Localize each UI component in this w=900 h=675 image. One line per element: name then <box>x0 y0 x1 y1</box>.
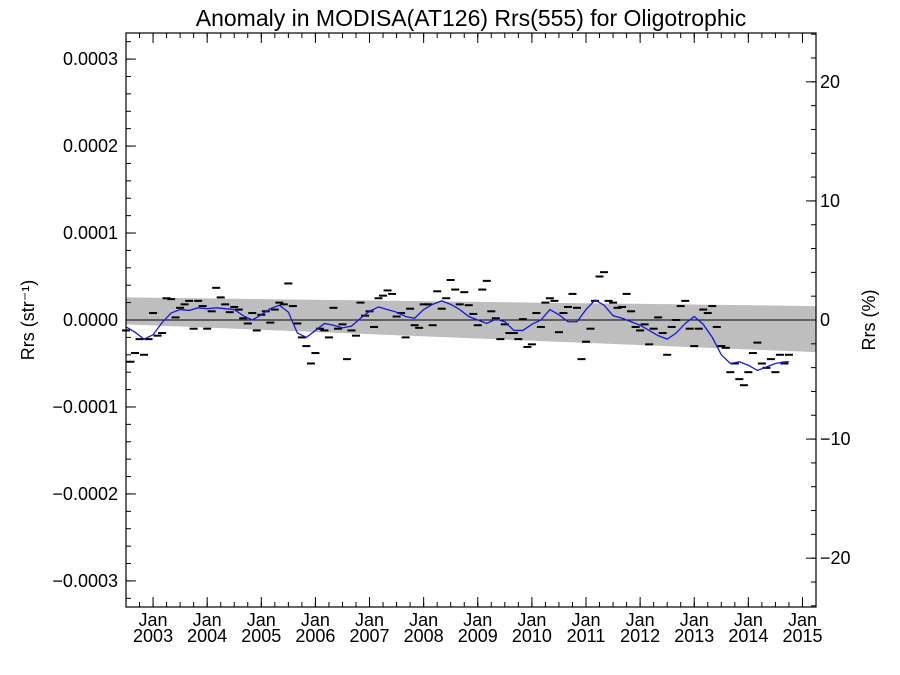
x-tick-year-label: 2011 <box>567 626 606 646</box>
x-tick-month-label: Jan <box>193 610 222 630</box>
monthly-anomaly-markers <box>122 271 793 387</box>
x-tick-year-label: 2004 <box>187 626 227 646</box>
right-tick-label: 20 <box>820 72 840 92</box>
x-tick-year-label: 2010 <box>512 626 552 646</box>
x-tick-year-label: 2008 <box>404 626 444 646</box>
right-tick-label: 10 <box>820 191 840 211</box>
x-tick-year-label: 2003 <box>133 626 173 646</box>
x-tick-year-label: 2015 <box>782 626 822 646</box>
left-tick-label: 0.0003 <box>63 49 118 69</box>
right-y-axis: 20 10 0 −10 −20 <box>806 33 851 607</box>
left-tick-label: −0.0003 <box>52 571 118 591</box>
x-tick-year-label: 2007 <box>350 626 390 646</box>
chart-title: Anomaly in MODISA(AT126) Rrs(555) for Ol… <box>196 5 746 31</box>
x-tick-month-label: Jan <box>571 610 600 630</box>
x-tick-month-label: Jan <box>139 610 168 630</box>
x-tick-year-label: 2005 <box>241 626 281 646</box>
x-tick-month-label: Jan <box>463 610 492 630</box>
x-tick-year-label: 2006 <box>295 626 335 646</box>
x-axis: Jan2003Jan2004Jan2005Jan2006Jan2007Jan20… <box>125 33 822 646</box>
right-tick-label: 0 <box>820 310 830 330</box>
x-tick-month-label: Jan <box>517 610 546 630</box>
left-tick-label: 0.0002 <box>63 136 118 156</box>
plot-area <box>122 271 816 387</box>
x-tick-month-label: Jan <box>734 610 763 630</box>
x-tick-month-label: Jan <box>247 610 276 630</box>
smoothed-anomaly-line <box>125 299 789 372</box>
left-tick-label: 0.0000 <box>63 310 118 330</box>
left-tick-label: −0.0001 <box>52 397 118 417</box>
x-tick-month-label: Jan <box>680 610 709 630</box>
left-y-axis-label: Rrs (str⁻¹) <box>18 280 38 360</box>
left-tick-label: 0.0001 <box>63 223 118 243</box>
x-tick-year-label: 2012 <box>620 626 660 646</box>
x-tick-month-label: Jan <box>301 610 330 630</box>
x-tick-year-label: 2013 <box>674 626 714 646</box>
x-tick-month-label: Jan <box>626 610 655 630</box>
x-tick-month-label: Jan <box>788 610 817 630</box>
x-tick-month-label: Jan <box>409 610 438 630</box>
right-tick-label: −10 <box>820 429 851 449</box>
left-y-axis: 0.0003 0.0002 0.0001 0.0000 −0.0001 −0.0002 −0… <box>52 41 136 599</box>
left-tick-label: −0.0002 <box>52 484 118 504</box>
right-tick-label: −20 <box>820 548 851 568</box>
x-tick-year-label: 2014 <box>728 626 768 646</box>
x-tick-year-label: 2009 <box>458 626 498 646</box>
x-tick-month-label: Jan <box>355 610 384 630</box>
uncertainty-band <box>126 297 816 353</box>
right-y-axis-label: Rrs (%) <box>859 290 879 351</box>
